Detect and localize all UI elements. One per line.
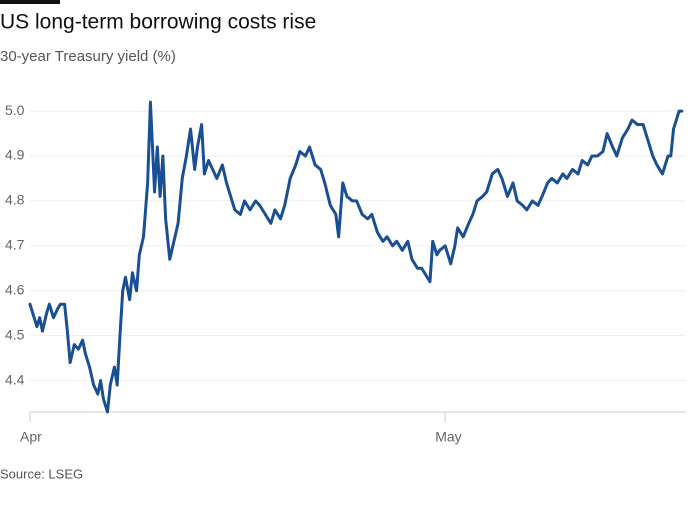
y-tick-label: 4.6 bbox=[5, 281, 25, 297]
brand-bar bbox=[0, 0, 60, 4]
y-tick-label: 4.7 bbox=[5, 237, 25, 253]
x-tick-label: Apr bbox=[20, 429, 42, 445]
x-tick-label: May bbox=[435, 429, 461, 445]
y-tick-label: 5.0 bbox=[5, 102, 25, 118]
y-tick-label: 4.8 bbox=[5, 192, 25, 208]
chart-title: US long-term borrowing costs rise bbox=[0, 11, 316, 34]
y-tick-label: 4.4 bbox=[5, 371, 25, 387]
y-tick-label: 4.9 bbox=[5, 147, 25, 163]
source-note: Source: LSEG bbox=[0, 466, 83, 481]
chart-subtitle: 30-year Treasury yield (%) bbox=[0, 48, 176, 65]
y-tick-label: 4.5 bbox=[5, 326, 25, 342]
data-line bbox=[28, 100, 684, 414]
